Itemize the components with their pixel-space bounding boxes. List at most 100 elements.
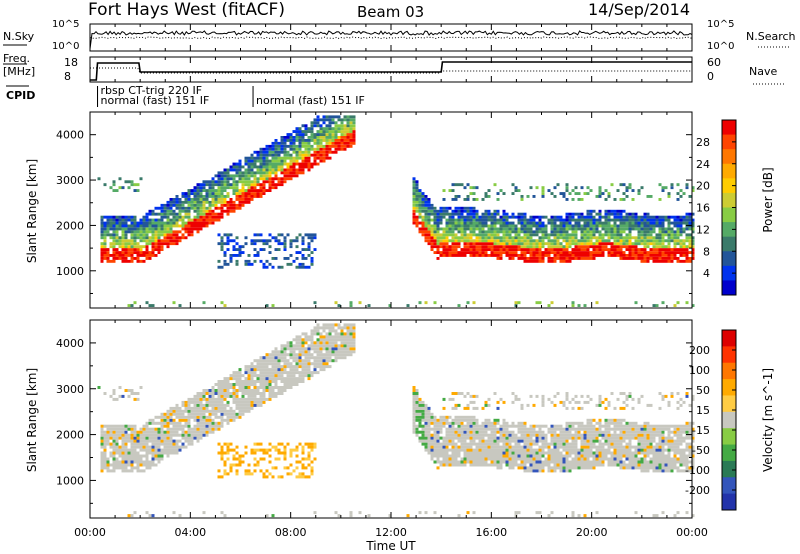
velocity-cell bbox=[508, 442, 512, 446]
velocity-cell bbox=[511, 448, 515, 452]
power-cell bbox=[460, 183, 464, 187]
velocity-cell bbox=[274, 386, 278, 389]
velocity-cell bbox=[154, 421, 158, 425]
power-cell bbox=[310, 136, 314, 139]
power-cell bbox=[262, 180, 266, 184]
velocity-cell bbox=[193, 412, 197, 416]
velocity-cell bbox=[178, 439, 182, 443]
velocity-cell bbox=[100, 424, 104, 428]
power-cell bbox=[529, 236, 533, 240]
velocity-cell bbox=[127, 514, 131, 518]
power-colorbar-tick-label: 4 bbox=[703, 267, 710, 280]
power-cell bbox=[577, 198, 581, 201]
power-cell bbox=[448, 251, 452, 254]
power-cell bbox=[541, 251, 545, 254]
power-cell bbox=[298, 141, 302, 145]
velocity-cell bbox=[223, 472, 227, 476]
power-colorbar-tick-label: 8 bbox=[703, 245, 710, 258]
power-cell bbox=[130, 251, 134, 254]
power-cell bbox=[643, 236, 647, 240]
velocity-cell bbox=[139, 469, 143, 473]
velocity-cell bbox=[151, 448, 155, 452]
power-cell bbox=[499, 251, 503, 254]
power-cell bbox=[304, 130, 308, 133]
velocity-cell bbox=[517, 463, 521, 467]
power-cell bbox=[445, 254, 449, 257]
velocity-cell bbox=[112, 460, 116, 464]
velocity-cell bbox=[415, 392, 419, 395]
power-cell bbox=[325, 130, 329, 133]
velocity-cell bbox=[433, 451, 437, 455]
power-cell bbox=[349, 127, 353, 131]
velocity-cell bbox=[289, 374, 293, 378]
power-cell bbox=[202, 209, 206, 213]
velocity-cell bbox=[277, 371, 281, 375]
velocity-cell bbox=[232, 371, 236, 375]
power-cell bbox=[274, 153, 278, 157]
velocity-cell bbox=[469, 451, 473, 455]
velocity-cell bbox=[286, 347, 290, 351]
velocity-cell bbox=[430, 439, 434, 443]
power-cell bbox=[451, 198, 455, 201]
velocity-cell bbox=[460, 418, 464, 422]
velocity-cell bbox=[163, 439, 167, 443]
velocity-cell bbox=[250, 448, 254, 452]
velocity-cell bbox=[331, 353, 335, 357]
power-cell bbox=[562, 236, 566, 240]
power-cell bbox=[577, 224, 581, 228]
power-cell bbox=[100, 251, 104, 254]
power-cell bbox=[322, 130, 326, 133]
power-cell bbox=[469, 224, 473, 228]
power-cell bbox=[685, 259, 689, 263]
power-cell bbox=[544, 242, 548, 246]
velocity-cell bbox=[421, 409, 425, 413]
velocity-cell bbox=[244, 365, 248, 369]
velocity-cell bbox=[193, 409, 197, 413]
power-cell bbox=[511, 245, 515, 249]
power-cell bbox=[649, 236, 653, 240]
power-cell bbox=[238, 165, 242, 169]
velocity-cell bbox=[487, 457, 491, 461]
power-colorbar-swatch bbox=[722, 149, 736, 165]
velocity-cell bbox=[232, 377, 236, 381]
power-cell bbox=[175, 221, 179, 225]
power-cell bbox=[607, 215, 611, 219]
power-cell bbox=[505, 242, 509, 246]
power-cell bbox=[337, 141, 341, 145]
velocity-cell bbox=[244, 377, 248, 381]
velocity-cell bbox=[181, 433, 185, 437]
velocity-cell bbox=[274, 448, 278, 452]
velocity-cell bbox=[202, 421, 206, 425]
power-cell bbox=[493, 236, 497, 240]
power-cell bbox=[136, 254, 140, 257]
velocity-cell bbox=[259, 386, 263, 389]
velocity-cell bbox=[151, 421, 155, 425]
power-cell bbox=[211, 200, 215, 204]
power-cell bbox=[259, 147, 263, 151]
power-cell bbox=[214, 198, 218, 201]
power-cell bbox=[529, 224, 533, 228]
power-cell bbox=[640, 259, 644, 263]
power-cell bbox=[598, 236, 602, 240]
power-cell bbox=[301, 139, 305, 142]
velocity-cell bbox=[493, 436, 497, 440]
power-cell bbox=[223, 254, 227, 257]
power-cell bbox=[652, 227, 656, 231]
velocity-cell bbox=[466, 421, 470, 425]
power-cell bbox=[217, 189, 221, 192]
power-cell bbox=[601, 192, 605, 195]
velocity-cell bbox=[268, 359, 272, 363]
power-cell bbox=[181, 221, 185, 225]
power-cell bbox=[667, 242, 671, 246]
velocity-cell bbox=[196, 424, 200, 428]
velocity-cell bbox=[337, 323, 341, 327]
power-cell bbox=[172, 230, 176, 234]
velocity-cell bbox=[472, 439, 476, 443]
velocity-cell bbox=[325, 332, 329, 336]
velocity-cell bbox=[304, 341, 308, 345]
velocity-cell bbox=[334, 347, 338, 351]
freq-tick-bottom: 8 bbox=[64, 70, 71, 83]
velocity-cell bbox=[478, 460, 482, 464]
power-cell bbox=[427, 242, 431, 246]
velocity-cell bbox=[514, 511, 518, 515]
